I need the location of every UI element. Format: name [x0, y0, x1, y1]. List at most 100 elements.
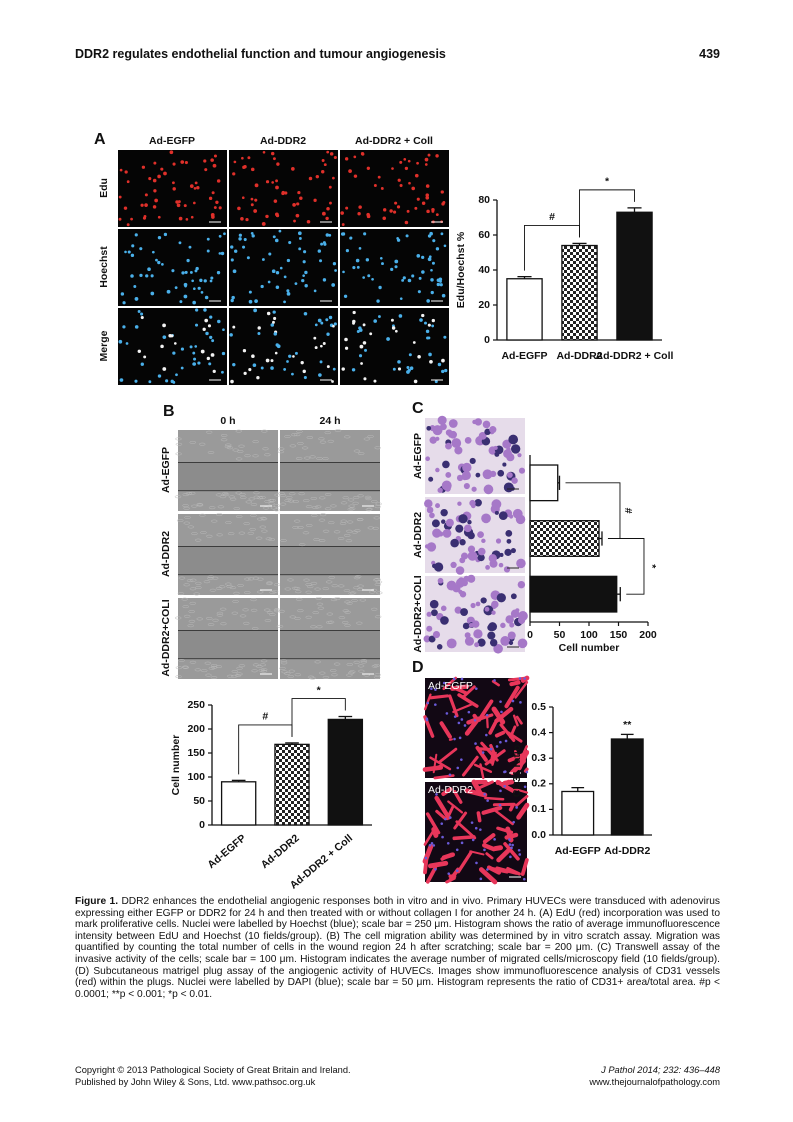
vessel: [438, 747, 458, 763]
cell: [425, 195, 430, 200]
cell: [260, 659, 268, 663]
cell: [305, 615, 312, 619]
cell: [505, 529, 513, 537]
vessel: [488, 721, 498, 735]
cell: [192, 351, 196, 355]
cell: [507, 631, 516, 640]
nucleus: [474, 742, 477, 745]
y-tick-label: 250: [187, 699, 205, 711]
cell: [358, 354, 363, 358]
cell: [324, 507, 332, 511]
cell: [261, 429, 268, 433]
cell: [430, 278, 434, 282]
x-axis-label: Cell number: [559, 642, 620, 654]
cell: [416, 197, 420, 201]
cell: [143, 214, 147, 218]
cell: [424, 321, 427, 325]
nucleus: [460, 841, 464, 845]
nucleus: [499, 789, 502, 793]
cell: [351, 368, 356, 372]
cell: [189, 345, 193, 349]
cell: [172, 187, 176, 191]
nucleus: [498, 803, 502, 807]
cell: [416, 254, 421, 258]
cell: [426, 542, 437, 552]
micrograph: [340, 229, 449, 306]
cell: [275, 214, 280, 218]
cell: [290, 433, 298, 437]
cell: [444, 485, 451, 492]
cell: [204, 318, 209, 323]
cell: [327, 439, 335, 443]
cell: [189, 440, 197, 444]
cell: [517, 638, 528, 649]
cell: [275, 343, 279, 347]
cell: [183, 204, 187, 208]
cell: [516, 558, 526, 569]
nucleus: [519, 701, 522, 704]
nucleus: [475, 687, 478, 690]
cell: [343, 533, 351, 537]
y-tick-label: 0: [484, 334, 490, 346]
cell: [118, 217, 122, 221]
cell: [200, 290, 204, 294]
cell: [414, 206, 418, 210]
cell: [341, 232, 346, 236]
x-tick-label: 200: [639, 629, 657, 641]
cell: [319, 360, 323, 364]
cell: [489, 559, 498, 568]
vessel: [502, 779, 515, 786]
vessel: [496, 846, 513, 863]
cell: [223, 232, 226, 236]
vessel: [464, 718, 480, 736]
cell: [264, 619, 272, 623]
vessel: [514, 681, 529, 699]
cell: [262, 151, 266, 154]
y-tick-label: 0.4: [531, 726, 546, 738]
cell: [352, 496, 360, 500]
cell: [145, 274, 149, 278]
nucleus: [508, 838, 511, 841]
cell: [467, 531, 475, 540]
cell: [162, 335, 167, 340]
cell: [417, 355, 421, 359]
cell: [157, 235, 162, 240]
nucleus: [444, 817, 447, 821]
cell: [316, 625, 323, 629]
cell: [297, 231, 302, 236]
cell: [322, 529, 330, 533]
cell: [212, 163, 217, 168]
cell: [199, 442, 206, 446]
cell: [316, 602, 324, 606]
cell: [484, 606, 490, 612]
cell: [461, 552, 469, 560]
cell: [256, 517, 264, 521]
cell: [296, 202, 300, 206]
cell: [426, 425, 432, 431]
cell: [318, 373, 322, 377]
cell: [137, 349, 142, 354]
cell: [207, 324, 211, 328]
cell: [259, 525, 267, 529]
cell: [517, 453, 522, 458]
cell: [352, 310, 356, 315]
cell: [430, 290, 434, 295]
page-number: 439: [699, 47, 720, 61]
cell: [175, 200, 179, 204]
vessel: [482, 843, 497, 852]
cell: [259, 495, 266, 499]
cell: [333, 322, 337, 326]
cell: [187, 624, 194, 628]
cell: [483, 484, 494, 495]
nucleus: [479, 828, 482, 831]
cell: [256, 376, 260, 380]
cell: [190, 578, 197, 582]
nucleus: [458, 736, 462, 740]
nucleus: [455, 848, 459, 852]
cell: [354, 575, 362, 578]
nucleus: [446, 841, 450, 845]
cell: [375, 502, 382, 506]
cell: [506, 538, 512, 544]
cell: [253, 209, 258, 213]
cell: [174, 286, 178, 290]
